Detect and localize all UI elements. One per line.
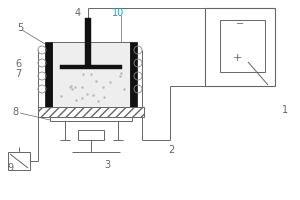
Text: −: − bbox=[236, 19, 244, 29]
Bar bbox=[52, 42, 130, 107]
Bar bbox=[45, 42, 52, 107]
Text: 1: 1 bbox=[282, 105, 288, 115]
Text: 8: 8 bbox=[12, 107, 18, 117]
Bar bbox=[85, 18, 91, 65]
Bar bbox=[50, 117, 132, 121]
Bar bbox=[130, 42, 137, 107]
Text: +: + bbox=[232, 53, 242, 63]
Text: 6: 6 bbox=[15, 59, 21, 69]
Text: 7: 7 bbox=[15, 69, 21, 79]
Bar bbox=[8, 152, 30, 170]
Text: 3: 3 bbox=[104, 160, 110, 170]
Bar bbox=[60, 65, 122, 69]
Text: 10: 10 bbox=[112, 8, 124, 18]
Bar bbox=[220, 20, 265, 72]
Bar bbox=[205, 8, 275, 86]
Text: 4: 4 bbox=[75, 8, 81, 18]
Text: 2: 2 bbox=[168, 145, 174, 155]
Text: 9: 9 bbox=[7, 163, 13, 173]
Bar bbox=[78, 130, 104, 140]
Text: 5: 5 bbox=[17, 23, 23, 33]
Bar bbox=[38, 107, 144, 117]
